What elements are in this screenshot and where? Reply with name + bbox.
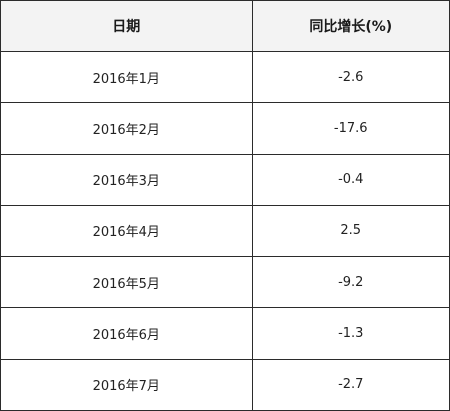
table-row: 2016年6月 -1.3 bbox=[1, 307, 449, 360]
date-cell: 2016年2月 bbox=[1, 102, 253, 155]
date-cell: 2016年7月 bbox=[1, 358, 253, 410]
table-row: 2016年4月 2.5 bbox=[1, 204, 449, 258]
header-row: 日期 同比增长(%) bbox=[1, 1, 449, 52]
column-header-yoy-growth: 同比增长(%) bbox=[251, 1, 449, 52]
table-row: 2016年5月 -9.2 bbox=[1, 256, 449, 309]
table-row: 2016年7月 -2.7 bbox=[1, 358, 449, 410]
growth-cell: -2.6 bbox=[251, 50, 449, 104]
date-cell: 2016年3月 bbox=[1, 153, 253, 206]
growth-cell: 2.5 bbox=[251, 204, 449, 258]
table-header: 日期 同比增长(%) bbox=[1, 1, 449, 52]
growth-cell: -9.2 bbox=[251, 256, 449, 309]
table-body: 2016年1月 -2.6 2016年2月 -17.6 2016年3月 -0.4 … bbox=[1, 50, 449, 410]
date-cell: 2016年6月 bbox=[1, 307, 253, 360]
date-cell: 2016年1月 bbox=[1, 50, 253, 104]
growth-cell: -1.3 bbox=[251, 307, 449, 360]
growth-cell: -17.6 bbox=[251, 102, 449, 155]
date-cell: 2016年5月 bbox=[1, 256, 253, 309]
date-cell: 2016年4月 bbox=[1, 204, 253, 258]
table-row: 2016年1月 -2.6 bbox=[1, 50, 449, 104]
table-row: 2016年2月 -17.6 bbox=[1, 102, 449, 155]
table-row: 2016年3月 -0.4 bbox=[1, 153, 449, 206]
column-header-date: 日期 bbox=[1, 1, 253, 52]
growth-cell: -2.7 bbox=[251, 358, 449, 410]
growth-cell: -0.4 bbox=[251, 153, 449, 206]
